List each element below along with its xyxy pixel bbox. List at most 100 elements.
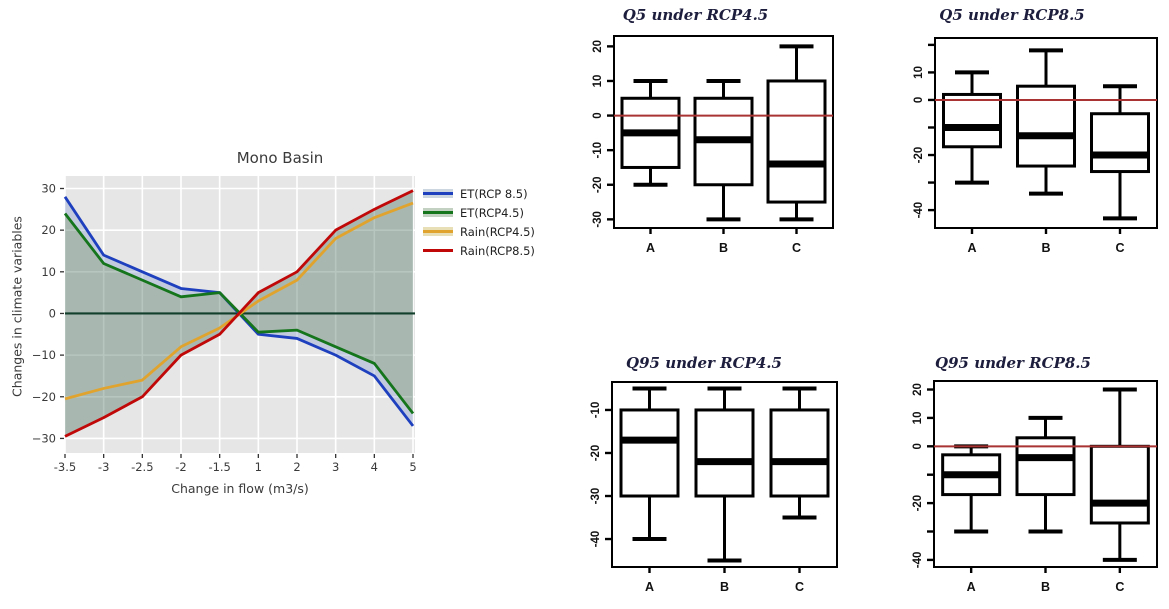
legend-item: Rain(RCP4.5) [423,222,535,241]
svg-text:5: 5 [409,460,416,474]
legend-swatch-et-rcp85 [423,189,453,198]
svg-text:-20: -20 [913,147,925,164]
boxplot-q95-rcp85: Q95 under RCP8.5 20 10 0 -20 -40 A B C [905,330,1169,609]
svg-text:4: 4 [371,460,378,474]
legend-label: ET(RCP4.5) [460,205,524,220]
svg-text:30: 30 [41,181,56,195]
svg-text:2: 2 [293,460,300,474]
box-A [942,70,1002,185]
q5_rcp85-canvas: 10 0 -20 -40 A B C [913,37,1158,255]
svg-text:-20: -20 [912,495,924,512]
box-B [1015,415,1076,534]
svg-text:-1.5: -1.5 [208,460,230,474]
legend-item: Rain(RCP8.5) [423,241,535,260]
svg-text:20: 20 [592,40,604,53]
svg-text:-30: -30 [592,211,604,228]
svg-text:-10: -10 [590,402,602,419]
box-B [693,78,754,222]
legend-label: Rain(RCP4.5) [460,224,535,239]
legend-item: ET(RCP4.5) [423,203,535,222]
svg-text:−10: −10 [32,348,56,362]
svg-text:-2.5: -2.5 [131,460,153,474]
box-A [619,386,680,542]
x-axis-label: Change in flow (m3/s) [171,481,309,496]
tick-labels: -10 -20 -30 -40 A B C [590,402,804,594]
svg-text:3: 3 [332,460,339,474]
svg-text:A: A [646,241,655,255]
axis-ticks [928,43,1122,234]
box-C [1090,84,1150,221]
legend-swatch-et-rcp45 [423,208,453,217]
axis-ticks [607,45,798,234]
q5_rcp45-canvas: 20 10 0 -10 -20 -30 A B C [592,35,834,255]
svg-text:C: C [1115,241,1124,255]
q95_rcp85-canvas: 20 10 0 -20 -40 A B C [912,380,1158,594]
svg-text:0: 0 [912,443,924,449]
mono_basin-canvas: 30 20 10 0 −10 −20 −30 -3.5 -3 -2.5 -2 -1.5 1 2 3 4 5 [32,176,417,474]
box-B [694,386,755,563]
svg-text:-20: -20 [592,176,604,193]
svg-text:0: 0 [913,97,925,103]
mono-basin-line-chart: Mono Basin Change in flow (m3/s) Changes… [0,140,580,520]
svg-text:-3: -3 [98,460,109,474]
svg-text:0: 0 [592,112,604,118]
svg-text:10: 10 [41,265,56,279]
box-C [769,386,830,520]
svg-text:-3.5: -3.5 [54,460,76,474]
svg-text:-10: -10 [592,142,604,159]
svg-text:1: 1 [255,460,262,474]
svg-text:0: 0 [49,306,56,320]
svg-text:A: A [967,241,976,255]
axis-ticks [60,187,414,458]
svg-text:B: B [1041,580,1050,594]
chart-title: Q95 under RCP4.5 [626,354,782,372]
svg-text:-2: -2 [175,460,186,474]
axis-ticks [605,408,801,573]
legend: ET(RCP 8.5) ET(RCP4.5) Rain(RCP4.5) Rain… [423,184,535,260]
boxplot-q95-rcp45: Q95 under RCP4.5 -10 -20 -30 -40 A B C [585,330,867,609]
tick-labels: 10 0 -20 -40 A B C [913,66,1125,255]
box-A [620,78,681,187]
svg-text:B: B [1041,241,1050,255]
svg-text:-40: -40 [590,531,602,548]
svg-text:A: A [645,580,654,594]
legend-label: ET(RCP 8.5) [460,186,528,201]
legend-swatch-rain-rcp45 [423,227,453,236]
chart-title: Q5 under RCP8.5 [939,6,1085,24]
tick-labels: 20 10 0 -20 -40 A B C [912,383,1124,594]
svg-text:-40: -40 [912,552,924,569]
svg-text:−20: −20 [32,390,56,404]
tick-labels: 30 20 10 0 −10 −20 −30 -3.5 -3 -2.5 -2 -1.5 1 2 3 4 5 [32,181,417,474]
svg-text:C: C [792,241,801,255]
box-C [766,44,827,222]
svg-text:B: B [720,580,729,594]
boxplot-q5-rcp85: Q5 under RCP8.5 10 0 -20 -40 A B C [905,0,1169,300]
svg-text:A: A [967,580,976,594]
box-A [941,444,1002,534]
legend-label: Rain(RCP8.5) [460,243,535,258]
box-C [1089,387,1150,562]
q95_rcp45-canvas: -10 -20 -30 -40 A B C [590,381,838,594]
svg-text:10: 10 [912,412,924,425]
series-line-Rain(RCP8.5) [64,189,414,438]
chart-title: Mono Basin [236,149,324,167]
axis-ticks [927,388,1122,573]
svg-text:10: 10 [913,66,925,79]
svg-text:-40: -40 [913,202,925,219]
boxplot-q5-rcp45: Q5 under RCP4.5 20 10 0 -10 -20 -30 A B C [585,0,867,300]
svg-text:B: B [719,241,728,255]
tick-labels: 20 10 0 -10 -20 -30 A B C [592,40,801,255]
svg-text:C: C [1115,580,1124,594]
chart-title: Q5 under RCP4.5 [622,6,769,24]
svg-text:20: 20 [912,383,924,396]
box-B [1016,48,1076,196]
legend-item: ET(RCP 8.5) [423,184,535,203]
svg-text:−30: −30 [32,431,56,445]
svg-text:-20: -20 [590,445,602,462]
svg-text:20: 20 [41,223,56,237]
chart-title: Q95 under RCP8.5 [935,354,1091,372]
legend-swatch-rain-rcp85 [423,246,453,255]
svg-text:C: C [795,580,804,594]
svg-text:10: 10 [592,75,604,88]
